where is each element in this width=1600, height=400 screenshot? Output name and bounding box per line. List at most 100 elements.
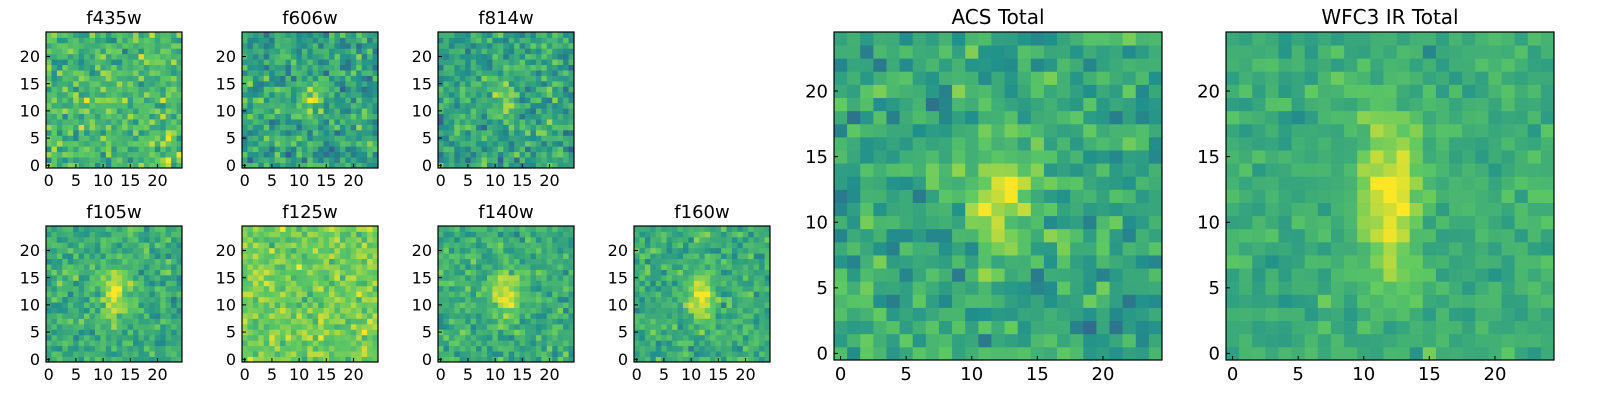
heatmap-cell <box>329 285 335 292</box>
heatmap-cell <box>639 247 646 254</box>
heatmap-cell <box>307 291 314 298</box>
heatmap-cell <box>519 274 526 281</box>
heatmap-cell <box>78 291 85 298</box>
heatmap-cell <box>748 264 755 270</box>
heatmap-cell <box>111 86 118 93</box>
heatmap-cell <box>122 97 128 104</box>
heatmap-cell <box>56 247 63 254</box>
heatmap-cell <box>361 247 368 254</box>
heatmap-cell <box>62 307 69 314</box>
heatmap-cell <box>737 318 744 325</box>
heatmap-cell <box>263 53 270 60</box>
heatmap-cell <box>563 285 569 292</box>
heatmap-cell <box>318 313 324 319</box>
heatmap-cell <box>639 313 646 319</box>
heatmap-cell <box>459 356 466 363</box>
heatmap-cell <box>285 70 292 76</box>
heatmap-cell <box>459 242 466 249</box>
heatmap-cell <box>693 313 700 319</box>
heatmap-cell <box>639 345 646 352</box>
heatmap-cell <box>682 356 689 363</box>
heatmap-cell <box>476 91 482 98</box>
heatmap-cell <box>258 80 265 87</box>
heatmap-cell <box>154 37 161 44</box>
heatmap-cell <box>661 285 668 292</box>
heatmap-cell <box>345 108 352 114</box>
heatmap-cell <box>116 42 123 49</box>
axes-frame <box>437 225 575 363</box>
heatmap-cell <box>470 280 477 287</box>
heatmap-cell <box>710 313 716 319</box>
heatmap-cell <box>952 346 966 361</box>
heatmap-cell <box>497 313 504 319</box>
heatmap-cell <box>51 42 58 49</box>
heatmap-cell <box>486 307 493 314</box>
heatmap-cell <box>356 151 363 158</box>
heatmap-cell <box>546 119 553 125</box>
heatmap-cell <box>470 313 477 319</box>
heatmap-cell <box>650 313 657 319</box>
heatmap-cell <box>143 162 150 169</box>
heatmap-cell <box>154 329 161 336</box>
heatmap-cell <box>535 302 542 308</box>
heatmap-cell <box>666 351 673 357</box>
heatmap-cell <box>176 157 183 163</box>
heatmap-cell <box>51 280 58 287</box>
heatmap-cell <box>476 140 482 147</box>
heatmap-cell <box>160 345 167 352</box>
heatmap-cell <box>56 119 63 125</box>
heatmap-cell <box>154 280 161 287</box>
heatmap-cell <box>710 226 716 232</box>
heatmap-cell <box>73 53 80 60</box>
heatmap-cell <box>78 91 85 98</box>
heatmap-cell <box>470 242 477 249</box>
heatmap-cell <box>334 157 341 163</box>
heatmap-cell <box>56 157 63 163</box>
heatmap-cell <box>448 280 455 287</box>
heatmap-cell <box>497 32 504 38</box>
heatmap-cell <box>285 64 292 71</box>
heatmap-cell <box>530 146 537 153</box>
heatmap-cell <box>644 231 651 238</box>
heatmap-cell <box>111 226 118 232</box>
heatmap-cell <box>339 53 346 60</box>
heatmap-cell <box>122 280 128 287</box>
heatmap-cell <box>133 113 139 120</box>
heatmap-cell <box>753 318 760 325</box>
heatmap-cell <box>546 86 553 93</box>
heatmap-cell <box>563 91 569 98</box>
heatmap-cell <box>508 318 515 325</box>
heatmap-cell <box>530 302 537 308</box>
heatmap-cell <box>165 340 172 347</box>
heatmap-cell <box>252 351 259 357</box>
heatmap-cell <box>486 91 493 98</box>
heatmap-cell <box>925 333 940 348</box>
heatmap-cell <box>860 281 874 295</box>
heatmap-cell <box>650 334 657 341</box>
heatmap-cell <box>339 340 346 347</box>
heatmap-cell <box>886 333 900 348</box>
heatmap-cell <box>508 124 515 131</box>
heatmap-cell <box>508 129 515 136</box>
heatmap-cell <box>361 64 368 71</box>
heatmap-cell <box>557 313 564 319</box>
heatmap-cell <box>748 258 755 265</box>
heatmap-cell <box>1030 268 1045 282</box>
heatmap-cell <box>78 269 85 276</box>
heatmap-cell <box>519 91 526 98</box>
heatmap-cell <box>62 242 69 249</box>
heatmap-cell <box>682 291 689 298</box>
heatmap-cell <box>127 119 134 125</box>
heatmap-cell <box>318 32 324 38</box>
heatmap-cell <box>290 53 297 60</box>
heatmap-cell <box>122 124 128 131</box>
heatmap-cell <box>280 64 286 71</box>
heatmap-cell <box>1070 320 1084 335</box>
heatmap-cell <box>563 242 569 249</box>
heatmap-cell <box>476 42 482 49</box>
heatmap-cell <box>514 296 520 303</box>
heatmap-cell <box>1122 228 1137 243</box>
heatmap-cell <box>470 108 477 114</box>
heatmap-cell <box>127 151 134 158</box>
heatmap-cell <box>443 32 450 38</box>
